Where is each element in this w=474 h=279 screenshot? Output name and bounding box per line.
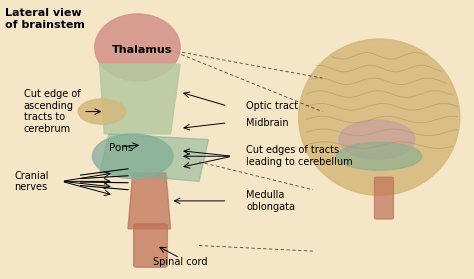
Polygon shape (100, 134, 209, 181)
Text: Medulla
oblongata: Medulla oblongata (246, 190, 295, 212)
FancyBboxPatch shape (134, 224, 167, 267)
Ellipse shape (339, 120, 415, 159)
Ellipse shape (78, 99, 126, 124)
Ellipse shape (95, 14, 180, 81)
Text: Midbrain: Midbrain (246, 118, 289, 128)
Text: Thalamus: Thalamus (112, 45, 173, 55)
Text: Cranial
nerves: Cranial nerves (14, 170, 49, 192)
Text: Lateral view
of brainstem: Lateral view of brainstem (5, 8, 85, 30)
Text: Optic tract: Optic tract (246, 101, 299, 111)
Text: Cut edge of
ascending
tracts to
cerebrum: Cut edge of ascending tracts to cerebrum (24, 89, 80, 134)
Text: Spinal cord: Spinal cord (153, 257, 207, 267)
Text: Pons: Pons (109, 143, 133, 153)
Polygon shape (100, 64, 180, 134)
Ellipse shape (299, 39, 460, 195)
Ellipse shape (92, 134, 173, 179)
Ellipse shape (337, 142, 422, 170)
FancyBboxPatch shape (374, 177, 393, 219)
Polygon shape (128, 173, 171, 229)
Text: Cut edges of tracts
leading to cerebellum: Cut edges of tracts leading to cerebellu… (246, 145, 353, 167)
